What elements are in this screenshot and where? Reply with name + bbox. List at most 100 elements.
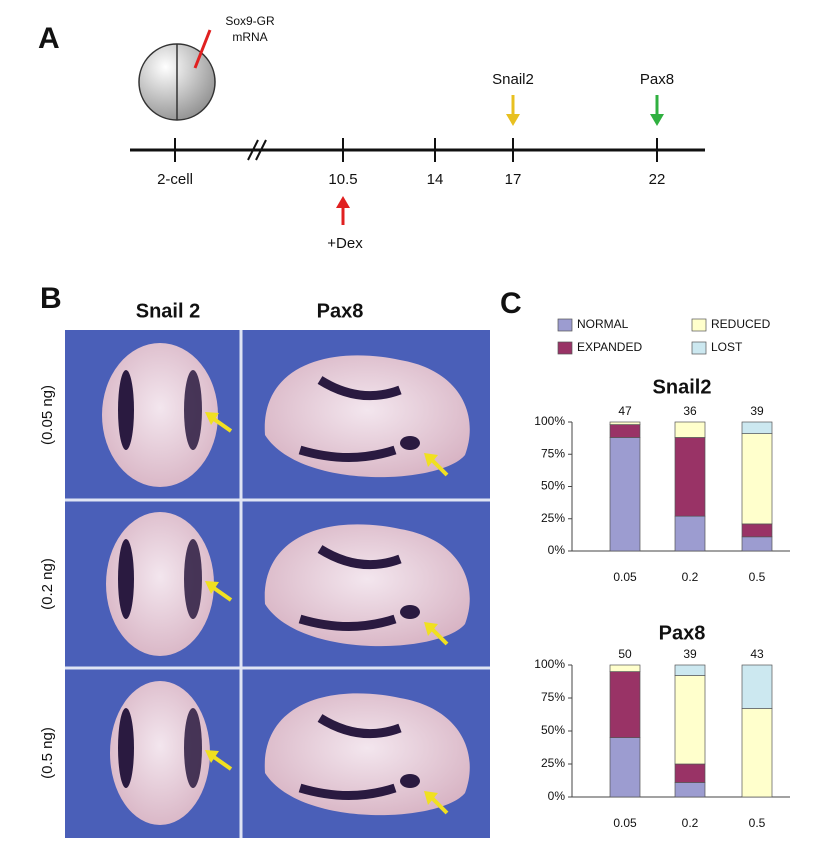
tick-label: 17 <box>505 171 522 188</box>
count-label: 50 <box>618 647 632 661</box>
bar-segment <box>741 664 773 709</box>
panel-label: C <box>500 287 522 320</box>
bar-segment <box>609 664 641 672</box>
timeline-ticks: 2-cell 10.5 14 17 22 <box>157 138 665 188</box>
y-tick-label: 25% <box>541 511 565 525</box>
stain <box>317 545 402 570</box>
stain <box>400 436 420 450</box>
y-tick-label: 75% <box>541 690 565 704</box>
stain <box>298 783 397 800</box>
bar-segment <box>609 437 641 552</box>
count-label: 47 <box>618 404 632 418</box>
y-tick-label: 75% <box>541 446 565 460</box>
bar-segment <box>609 671 641 738</box>
x-tick-label: 0.05 <box>613 816 637 830</box>
arrow <box>650 95 664 126</box>
arrow-head <box>205 412 219 425</box>
bar-segment <box>741 536 773 552</box>
bar-segment <box>741 523 773 538</box>
bar-segment <box>674 437 706 517</box>
tick-label: 10.5 <box>328 171 357 188</box>
marker-label: Snail2 <box>492 71 534 88</box>
bar-segment <box>674 763 706 783</box>
tick-label: 2-cell <box>157 171 193 188</box>
injection-text: Sox9-GR <box>225 14 275 28</box>
stain <box>118 370 134 450</box>
legend-label: LOST <box>711 340 743 354</box>
y-tick-label: 100% <box>534 414 565 428</box>
bar-segment <box>609 424 641 438</box>
count-label: 39 <box>750 404 764 418</box>
stain <box>298 445 397 462</box>
arrow-head <box>205 581 219 594</box>
count-label: 43 <box>750 647 764 661</box>
panel-label: B <box>40 282 62 315</box>
bar-segment <box>674 515 706 552</box>
stain <box>400 774 420 788</box>
bar-segment <box>674 664 706 676</box>
x-tick-label: 0.2 <box>682 816 699 830</box>
column-header: Pax8 <box>317 300 364 322</box>
embryo <box>264 524 470 647</box>
stain <box>118 708 134 788</box>
arrow-head <box>424 791 438 805</box>
legend-swatch <box>691 318 707 332</box>
stain <box>317 714 402 739</box>
stain <box>184 708 202 788</box>
embryo <box>264 355 470 478</box>
break <box>247 139 267 161</box>
arrow <box>429 795 449 815</box>
stain <box>118 539 134 619</box>
charts: Snail2 0% 25% 50% 75% 100% 0.05 47 0.2 36 0.5 39 Pax… <box>534 376 790 830</box>
arrow-head <box>424 622 438 636</box>
arrow-head <box>424 453 438 467</box>
chart-title: Pax8 <box>659 622 706 644</box>
injection-text: mRNA <box>232 30 267 44</box>
bar-segment <box>609 737 641 798</box>
row-label: (0.2 ng) <box>39 558 56 610</box>
tick-label: 14 <box>427 171 444 188</box>
legend: NORMAL EXPANDED REDUCED LOST <box>557 317 771 355</box>
y-tick-label: 50% <box>541 479 565 493</box>
row-label: (0.5 ng) <box>39 727 56 779</box>
x-tick-label: 0.5 <box>749 816 766 830</box>
row-label: (0.05 ng) <box>39 385 56 445</box>
legend-swatch <box>691 341 707 355</box>
tick-label: 22 <box>649 171 666 188</box>
column-header: Snail 2 <box>136 300 200 322</box>
legend-swatch <box>557 318 573 332</box>
y-tick-label: 50% <box>541 723 565 737</box>
marker-label: Pax8 <box>640 71 674 88</box>
stain <box>184 370 202 450</box>
arrow <box>506 95 520 126</box>
embryo <box>264 693 470 816</box>
y-tick-label: 100% <box>534 657 565 671</box>
bar-segment <box>674 782 706 798</box>
x-tick-label: 0.05 <box>613 570 637 584</box>
legend-label: EXPANDED <box>577 340 642 354</box>
legend-swatch <box>557 341 573 355</box>
bar-segment <box>741 433 773 525</box>
arrow <box>429 457 449 477</box>
bar-segment <box>674 675 706 765</box>
x-tick-label: 0.2 <box>682 570 699 584</box>
y-tick-label: 0% <box>548 543 566 557</box>
row-labels: (0.05 ng) (0.2 ng) (0.5 ng) <box>39 385 56 779</box>
embryo <box>106 512 214 656</box>
arrow <box>429 626 449 646</box>
treatment-label: +Dex <box>327 235 363 252</box>
legend-label: NORMAL <box>577 317 629 331</box>
injection-needle <box>193 29 212 69</box>
bar-segment <box>741 708 773 798</box>
stain <box>298 614 397 631</box>
arrow-head <box>205 750 219 763</box>
embryo <box>110 681 210 825</box>
x-tick-label: 0.5 <box>749 570 766 584</box>
stain <box>184 539 202 619</box>
bar-segment <box>674 421 706 438</box>
count-label: 36 <box>683 404 697 418</box>
legend-label: REDUCED <box>711 317 771 331</box>
arrow <box>336 196 350 225</box>
count-label: 39 <box>683 647 697 661</box>
